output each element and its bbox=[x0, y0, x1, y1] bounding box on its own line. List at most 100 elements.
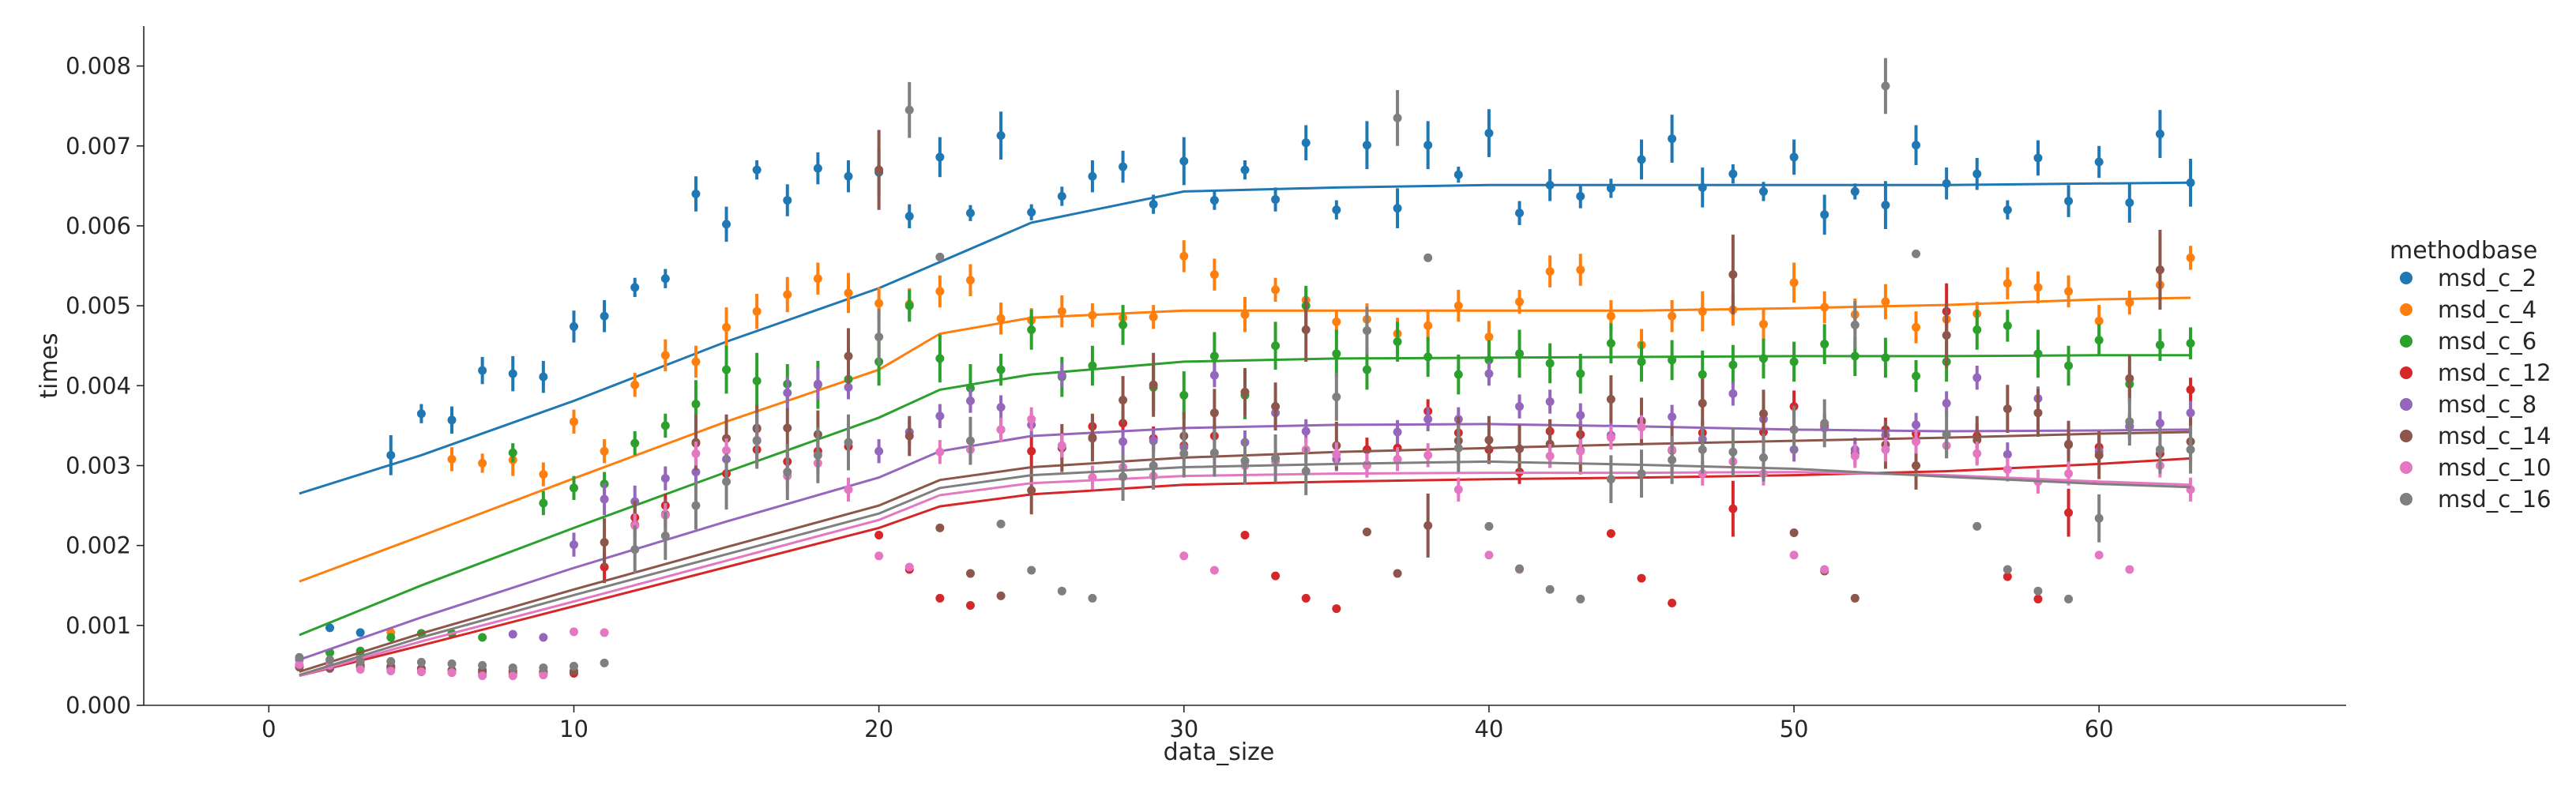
data-point bbox=[935, 287, 945, 296]
data-point bbox=[600, 562, 609, 572]
data-point bbox=[1088, 433, 1097, 442]
data-point bbox=[2033, 594, 2043, 603]
data-point bbox=[1149, 200, 1158, 209]
data-point bbox=[2094, 316, 2104, 325]
data-point bbox=[600, 538, 609, 547]
data-point bbox=[386, 450, 396, 460]
data-point bbox=[1240, 456, 1250, 465]
data-point bbox=[1668, 134, 1677, 144]
data-point bbox=[1820, 340, 1830, 349]
data-point bbox=[416, 409, 426, 419]
data-point bbox=[1728, 504, 1738, 513]
data-point bbox=[1119, 162, 1128, 171]
data-point bbox=[2186, 385, 2195, 394]
data-point bbox=[2155, 445, 2164, 454]
data-point bbox=[1912, 249, 1921, 258]
data-point bbox=[1545, 451, 1555, 460]
data-point bbox=[1972, 373, 1982, 382]
data-point bbox=[630, 283, 640, 292]
fit-line bbox=[299, 471, 2191, 678]
plot-area bbox=[295, 58, 2195, 681]
data-point bbox=[783, 196, 792, 205]
data-point bbox=[1149, 460, 1158, 470]
data-point bbox=[2003, 572, 2012, 581]
data-point bbox=[965, 396, 975, 406]
data-point bbox=[2003, 404, 2012, 414]
data-point bbox=[691, 468, 701, 477]
data-point bbox=[1850, 320, 1860, 329]
legend-marker bbox=[2400, 335, 2412, 348]
data-point bbox=[1179, 156, 1189, 166]
data-point bbox=[904, 301, 914, 310]
data-point bbox=[1606, 311, 1615, 321]
data-point bbox=[844, 288, 853, 298]
data-point bbox=[2003, 205, 2012, 215]
data-point bbox=[1484, 369, 1494, 378]
data-point bbox=[1850, 351, 1860, 361]
data-point bbox=[447, 415, 457, 425]
data-point bbox=[2186, 178, 2195, 187]
data-point bbox=[1057, 306, 1066, 316]
series-msd_c_16 bbox=[295, 58, 2195, 677]
data-point bbox=[600, 494, 609, 504]
data-point bbox=[1057, 586, 1066, 596]
legend-marker bbox=[2400, 366, 2412, 379]
data-point bbox=[1453, 443, 1463, 453]
data-point bbox=[295, 652, 304, 662]
data-point bbox=[1668, 598, 1677, 607]
fit-line bbox=[299, 354, 2191, 637]
data-point bbox=[1972, 449, 1982, 458]
data-point bbox=[783, 423, 792, 433]
data-point bbox=[1606, 339, 1615, 348]
legend-item: msd_c_16 bbox=[2400, 486, 2552, 513]
legend-label: msd_c_16 bbox=[2438, 486, 2552, 513]
data-point bbox=[1393, 204, 1402, 213]
data-point bbox=[2186, 408, 2195, 418]
y-tick-label: 0.004 bbox=[66, 372, 131, 399]
data-point bbox=[1942, 430, 1951, 439]
data-point bbox=[539, 470, 548, 479]
data-point bbox=[1027, 208, 1036, 217]
data-point bbox=[1119, 396, 1128, 405]
data-point bbox=[660, 351, 670, 360]
y-tick-label: 0.006 bbox=[66, 212, 131, 239]
data-point bbox=[508, 663, 517, 672]
data-point bbox=[1912, 322, 1921, 332]
fit-line bbox=[299, 460, 2191, 677]
data-point bbox=[1758, 409, 1768, 419]
x-tick-label: 50 bbox=[1780, 716, 1809, 742]
data-point bbox=[1637, 573, 1646, 583]
data-point bbox=[1423, 141, 1433, 150]
data-point bbox=[1728, 360, 1738, 370]
data-point bbox=[2064, 594, 2074, 603]
data-point bbox=[355, 656, 365, 666]
series-msd_c_2 bbox=[299, 109, 2195, 637]
data-point bbox=[2155, 340, 2164, 350]
y-tick-label: 0.003 bbox=[66, 452, 131, 479]
data-point bbox=[996, 365, 1006, 374]
legend-marker bbox=[2400, 303, 2412, 316]
data-point bbox=[1606, 528, 1615, 538]
data-point bbox=[2125, 417, 2134, 427]
data-point bbox=[1088, 473, 1097, 483]
data-point bbox=[1393, 427, 1402, 437]
legend-item: msd_c_2 bbox=[2400, 265, 2537, 291]
data-point bbox=[1393, 569, 1402, 578]
data-point bbox=[1362, 365, 1371, 374]
data-point bbox=[1850, 593, 1860, 603]
data-point bbox=[660, 274, 670, 284]
data-point bbox=[1515, 349, 1525, 359]
data-point bbox=[1240, 387, 1250, 396]
data-point bbox=[1881, 353, 1890, 363]
data-point bbox=[1606, 183, 1615, 193]
data-point bbox=[1119, 472, 1128, 482]
data-point bbox=[935, 412, 945, 421]
data-point bbox=[1881, 201, 1890, 210]
data-point bbox=[660, 532, 670, 541]
data-point bbox=[965, 569, 975, 578]
data-point bbox=[1637, 423, 1646, 432]
data-point bbox=[1515, 444, 1525, 453]
data-point bbox=[1027, 415, 1036, 424]
legend-item: msd_c_6 bbox=[2400, 328, 2537, 355]
